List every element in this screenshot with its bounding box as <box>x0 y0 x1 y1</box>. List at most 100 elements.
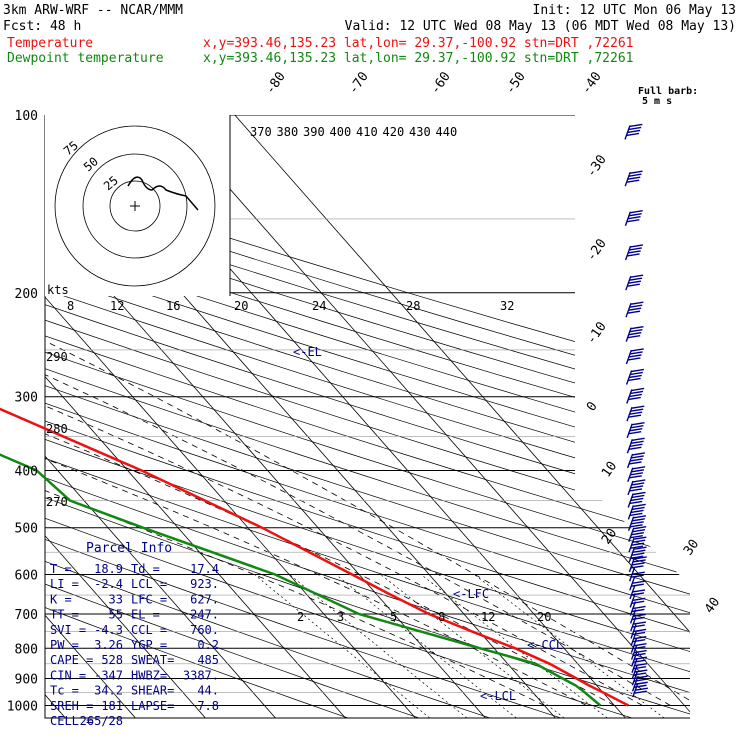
barb-flag <box>630 574 644 578</box>
theta-e-label: 380 <box>277 125 299 139</box>
parcel-cell: 3387. <box>183 668 219 682</box>
parcel-cell: 247. <box>190 608 219 622</box>
barb-flag <box>628 414 642 418</box>
dry-adiabat <box>45 115 690 718</box>
wind-barb <box>632 682 649 698</box>
parcel-level-label: <-CCL <box>527 638 563 652</box>
parcel-cell: YGP = <box>131 638 167 652</box>
parcel-cell: -347 <box>94 668 123 682</box>
barb-flag <box>626 132 640 137</box>
barb-flag <box>631 482 645 486</box>
hodo-unit: kts <box>47 283 69 297</box>
frame <box>44 115 690 719</box>
isotherm-label: -80 <box>263 69 289 97</box>
barb-staff <box>626 406 633 422</box>
isotherm-label: 20 <box>599 526 620 547</box>
barb-staff <box>626 439 634 454</box>
dry-adiabat <box>45 115 690 718</box>
barb-flag <box>633 503 646 508</box>
wind-barb <box>627 503 646 520</box>
hodo-trace <box>127 176 199 211</box>
dry-adiabat <box>45 115 690 718</box>
isotherm-label: -20 <box>584 236 610 264</box>
barb-staff <box>625 370 633 385</box>
wind-barb <box>628 526 647 542</box>
parcel-cell: T = <box>50 562 72 576</box>
barb-flag <box>631 368 645 373</box>
parcel-cell: 17.4 <box>190 562 219 576</box>
theta-label: 290 <box>46 350 68 364</box>
barb-flag <box>628 354 642 358</box>
barb-flag <box>632 518 645 522</box>
barb-flag <box>631 422 645 426</box>
wind-barb <box>629 576 646 591</box>
barb-flag <box>633 613 646 618</box>
wind-barb <box>625 368 645 385</box>
barb-flag <box>631 469 645 473</box>
dry-adiabat <box>45 115 690 718</box>
barb-staff <box>631 677 639 692</box>
pressure-label: 200 <box>15 287 38 302</box>
barb-flag <box>632 466 646 470</box>
barb-flag <box>632 631 646 636</box>
barb-flag <box>629 304 643 308</box>
barb-flag <box>632 597 646 602</box>
barb-flag <box>631 562 645 566</box>
barb-flag <box>631 405 645 409</box>
parcel-cell: 33 <box>109 592 123 606</box>
barb-staff <box>626 453 634 469</box>
isotherm <box>234 115 690 718</box>
parcel-cell: K = <box>50 592 72 606</box>
barb-flag <box>630 425 644 429</box>
barb-flag <box>628 213 642 217</box>
pressure-label: 500 <box>15 522 38 537</box>
barb-flag <box>632 539 646 543</box>
barb-staff <box>630 638 638 653</box>
barb-flag <box>627 310 641 314</box>
barb-flag <box>629 170 643 174</box>
barb-flag <box>628 461 642 465</box>
wind-barb <box>630 624 647 639</box>
dry-adiabat <box>45 115 690 718</box>
barb-flag <box>631 521 644 525</box>
barb-flag <box>630 274 644 278</box>
barb-flag <box>628 307 642 311</box>
barb-flag <box>627 176 641 180</box>
dry-adiabat <box>45 115 690 718</box>
barb-flag <box>629 488 643 492</box>
theta-e-label: 430 <box>409 125 431 139</box>
pressure-label: 100 <box>15 109 38 124</box>
parcel-cell: CIN = <box>50 668 86 682</box>
barb-flag <box>629 524 643 528</box>
isotherm-label: -10 <box>584 319 610 347</box>
wind-barb <box>629 584 646 600</box>
dry-adiabat <box>45 115 690 718</box>
barb-flag <box>626 179 640 183</box>
mixing-ratio-line <box>420 574 608 718</box>
barb-flag <box>632 638 646 643</box>
barb-flag <box>627 357 641 361</box>
barb-staff <box>626 423 633 438</box>
barb-flag <box>629 247 642 251</box>
barb-flag <box>630 408 644 412</box>
parcel-cell: Tc = <box>50 684 79 698</box>
wind-barb <box>625 301 644 318</box>
pressure-label: 700 <box>15 608 38 623</box>
wind-barb <box>627 515 647 532</box>
isotherm-label: 0 <box>584 399 601 414</box>
isotherm-label: -40 <box>579 69 605 97</box>
barb-flag <box>633 526 647 530</box>
barb-flag <box>628 280 642 284</box>
barb-flag <box>633 515 647 519</box>
dry-adiabat <box>45 115 491 718</box>
barb-flag <box>630 535 643 539</box>
wind-barb <box>628 567 645 582</box>
parcel-cell: 627. <box>190 592 219 606</box>
mixing-ratio-label: 5 <box>390 610 397 624</box>
wind-barb <box>626 437 645 454</box>
barb-flag <box>633 536 647 540</box>
series-layer <box>0 407 629 707</box>
isotherm <box>45 115 416 718</box>
barb-flag <box>626 253 640 257</box>
hodo-speed-label: 16 <box>166 299 180 313</box>
